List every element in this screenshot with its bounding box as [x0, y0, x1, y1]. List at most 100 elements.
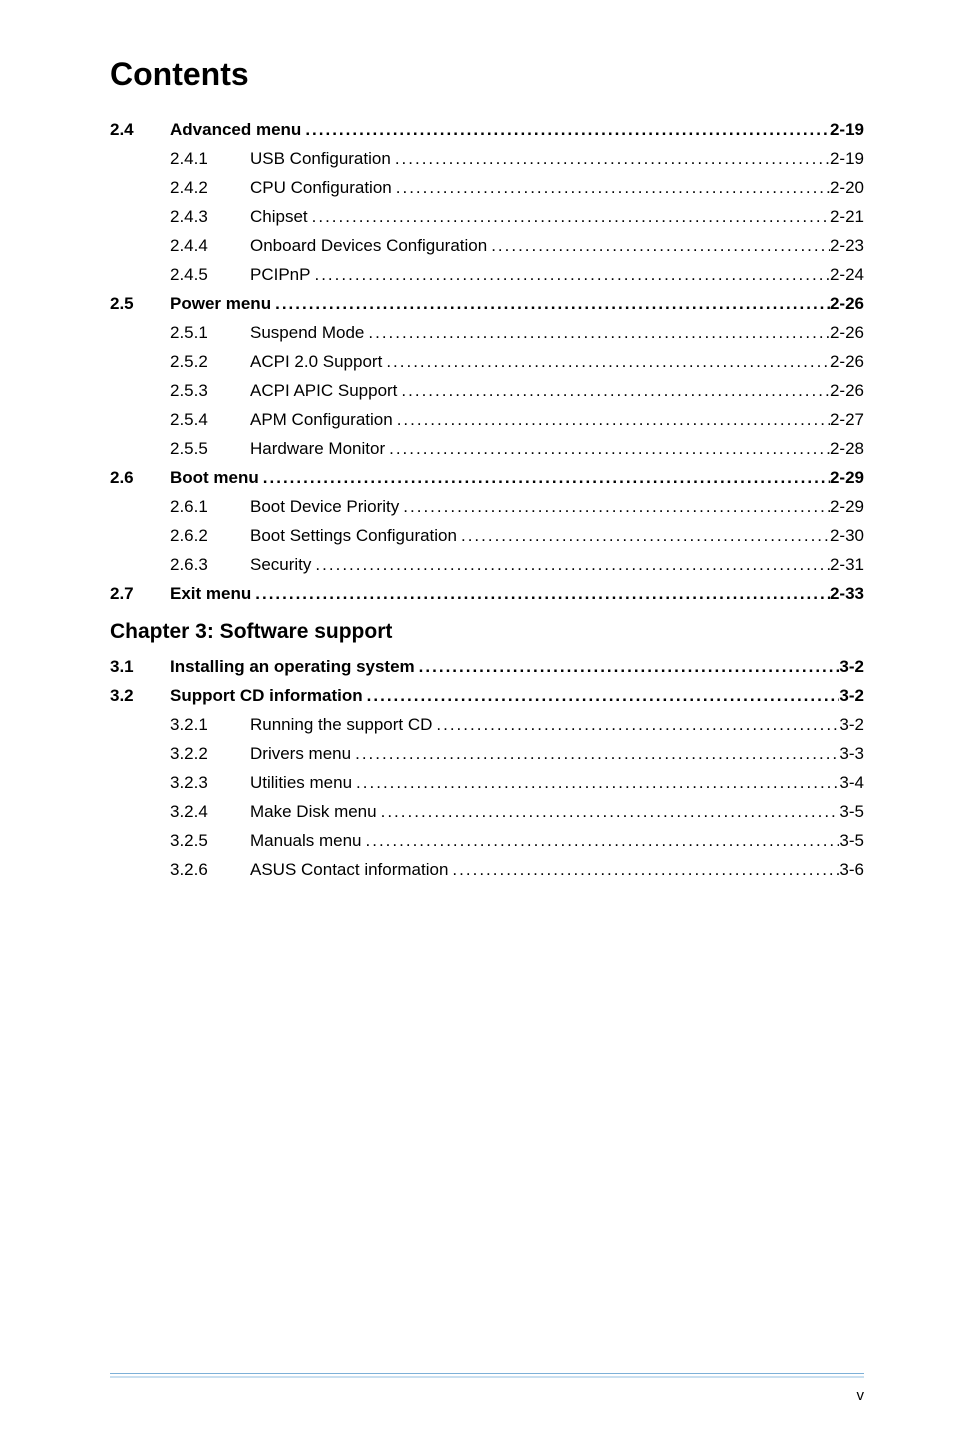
toc-leader-dots: ........................................… — [308, 208, 830, 225]
toc-entry-label: PCIPnP — [250, 266, 310, 283]
toc-page-number: 2-26 — [830, 353, 864, 370]
toc-subsection-number: 2.6.1 — [170, 498, 250, 515]
toc-entry-label: ASUS Contact information — [250, 861, 448, 878]
toc-leader-dots: ........................................… — [311, 556, 830, 573]
toc-leader-dots: ........................................… — [385, 440, 830, 457]
toc-entry-label: Manuals menu — [250, 832, 362, 849]
toc-leader-dots: ........................................… — [487, 237, 830, 254]
toc-row: 2.4.1USB Configuration..................… — [110, 150, 864, 167]
toc-leader-dots: ........................................… — [259, 469, 830, 486]
toc-section-number: 2.6 — [110, 469, 170, 486]
toc-page-number: 2-20 — [830, 179, 864, 196]
toc-page-number: 2-26 — [830, 382, 864, 399]
toc-row: 2.4.5PCIPnP.............................… — [110, 266, 864, 283]
toc-row: 3.2Support CD information...............… — [110, 687, 864, 704]
toc-subsection-number: 3.2.4 — [170, 803, 250, 820]
toc-row: 2.5.5Hardware Monitor...................… — [110, 440, 864, 457]
toc-entry-label: Boot Device Priority — [250, 498, 399, 515]
toc-page-number: 2-19 — [830, 150, 864, 167]
toc-row: 2.6.3Security...........................… — [110, 556, 864, 573]
toc-entry-label: Chipset — [250, 208, 308, 225]
toc-subsection-number: 2.5.1 — [170, 324, 250, 341]
toc-subsection-number: 2.4.3 — [170, 208, 250, 225]
toc-leader-dots: ........................................… — [301, 121, 830, 138]
toc-row: 2.6.1Boot Device Priority...............… — [110, 498, 864, 515]
toc-row: 3.2.3Utilities menu.....................… — [110, 774, 864, 791]
toc-subsection-number: 2.5.3 — [170, 382, 250, 399]
toc-entry-label: Security — [250, 556, 311, 573]
toc-leader-dots: ........................................… — [362, 832, 840, 849]
toc-entry-label: CPU Configuration — [250, 179, 392, 196]
toc-row: 2.5.3ACPI APIC Support..................… — [110, 382, 864, 399]
toc-row: 2.5.4APM Configuration..................… — [110, 411, 864, 428]
toc-row: 3.2.2Drivers menu.......................… — [110, 745, 864, 762]
toc-row: 2.7Exit menu............................… — [110, 585, 864, 602]
toc-page-number: 2-33 — [830, 585, 864, 602]
toc-page-number: 2-26 — [830, 295, 864, 312]
toc-leader-dots: ........................................… — [415, 658, 840, 675]
toc-row: 2.6.2Boot Settings Configuration........… — [110, 527, 864, 544]
toc-subsection-number: 3.2.6 — [170, 861, 250, 878]
footer-rule — [110, 1373, 864, 1378]
toc-leader-dots: ........................................… — [432, 716, 839, 733]
toc-entry-label: ACPI APIC Support — [250, 382, 397, 399]
toc-page-number: 2-24 — [830, 266, 864, 283]
toc-leader-dots: ........................................… — [377, 803, 840, 820]
toc-subsection-number: 2.5.4 — [170, 411, 250, 428]
toc-section-number: 2.5 — [110, 295, 170, 312]
toc-page-number: 3-2 — [839, 658, 864, 675]
toc-leader-dots: ........................................… — [310, 266, 829, 283]
toc-page-number: 2-19 — [830, 121, 864, 138]
toc-page-number: 2-26 — [830, 324, 864, 341]
toc-entry-label: Boot menu — [170, 469, 259, 486]
document-page: Contents 2.4Advanced menu...............… — [0, 0, 954, 1438]
toc-page-number: 3-5 — [839, 832, 864, 849]
toc-subsection-number: 3.2.5 — [170, 832, 250, 849]
toc-entry-label: Hardware Monitor — [250, 440, 385, 457]
toc-section-number: 3.1 — [110, 658, 170, 675]
toc-entry-label: Boot Settings Configuration — [250, 527, 457, 544]
toc-page-number: 2-23 — [830, 237, 864, 254]
toc-row: 3.1Installing an operating system.......… — [110, 658, 864, 675]
toc-page-number: 2-30 — [830, 527, 864, 544]
toc-leader-dots: ........................................… — [351, 745, 839, 762]
toc-block-1: 2.4Advanced menu........................… — [110, 121, 864, 602]
toc-row: 3.2.1Running the support CD.............… — [110, 716, 864, 733]
toc-row: 2.5.2ACPI 2.0 Support...................… — [110, 353, 864, 370]
toc-entry-label: Power menu — [170, 295, 271, 312]
toc-row: 3.2.4Make Disk menu.....................… — [110, 803, 864, 820]
toc-row: 2.4.4Onboard Devices Configuration......… — [110, 237, 864, 254]
toc-subsection-number: 2.5.2 — [170, 353, 250, 370]
toc-page-number: 3-3 — [839, 745, 864, 762]
toc-section-number: 3.2 — [110, 687, 170, 704]
toc-leader-dots: ........................................… — [251, 585, 830, 602]
toc-page-number: 2-28 — [830, 440, 864, 457]
footer-page-number: v — [857, 1387, 865, 1404]
toc-entry-label: Onboard Devices Configuration — [250, 237, 487, 254]
toc-leader-dots: ........................................… — [393, 411, 830, 428]
toc-subsection-number: 2.4.2 — [170, 179, 250, 196]
chapter-heading: Chapter 3: Software support — [110, 620, 864, 644]
toc-subsection-number: 2.4.4 — [170, 237, 250, 254]
toc-entry-label: Suspend Mode — [250, 324, 364, 341]
toc-leader-dots: ........................................… — [364, 324, 830, 341]
toc-subsection-number: 2.6.2 — [170, 527, 250, 544]
toc-row: 3.2.5Manuals menu.......................… — [110, 832, 864, 849]
page-title: Contents — [110, 56, 864, 93]
toc-subsection-number: 2.4.1 — [170, 150, 250, 167]
toc-subsection-number: 3.2.1 — [170, 716, 250, 733]
toc-leader-dots: ........................................… — [391, 150, 830, 167]
toc-block-2: 3.1Installing an operating system.......… — [110, 658, 864, 878]
toc-leader-dots: ........................................… — [363, 687, 840, 704]
toc-leader-dots: ........................................… — [271, 295, 830, 312]
toc-entry-label: Running the support CD — [250, 716, 432, 733]
toc-page-number: 3-4 — [839, 774, 864, 791]
toc-entry-label: ACPI 2.0 Support — [250, 353, 382, 370]
toc-leader-dots: ........................................… — [392, 179, 830, 196]
toc-subsection-number: 2.5.5 — [170, 440, 250, 457]
toc-subsection-number: 3.2.3 — [170, 774, 250, 791]
toc-page-number: 3-2 — [839, 716, 864, 733]
toc-page-number: 2-29 — [830, 498, 864, 515]
toc-subsection-number: 2.4.5 — [170, 266, 250, 283]
toc-entry-label: Drivers menu — [250, 745, 351, 762]
